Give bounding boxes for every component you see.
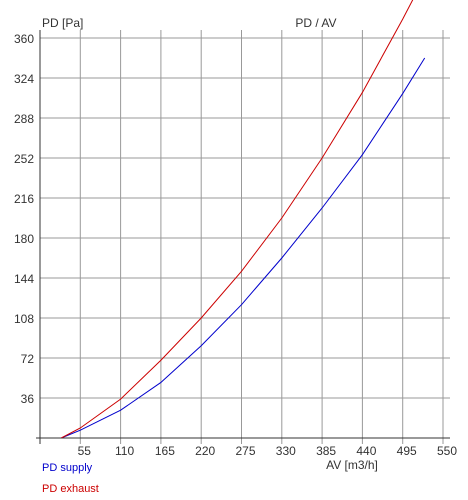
- x-tick-label: 275: [235, 444, 255, 458]
- y-tick-label: 72: [21, 352, 35, 366]
- x-tick-label: 165: [155, 444, 175, 458]
- y-tick-label: 252: [14, 152, 34, 166]
- y-tick-label: 216: [14, 192, 34, 206]
- x-tick-label: 440: [356, 444, 376, 458]
- series-line: [61, 0, 414, 438]
- y-tick-label: 108: [14, 312, 34, 326]
- chart-title: PD / AV: [295, 16, 336, 30]
- y-tick-label: 180: [14, 232, 34, 246]
- y-tick-label: 144: [14, 272, 34, 286]
- y-tick-label: 288: [14, 112, 34, 126]
- series-line: [61, 57, 426, 438]
- y-tick-label: 36: [21, 392, 35, 406]
- legend-entry: PD supply: [42, 462, 93, 474]
- x-tick-label: 220: [195, 444, 215, 458]
- x-tick-label: 385: [316, 444, 336, 458]
- x-tick-label: 550: [437, 444, 457, 458]
- legend-entry: PD exhaust: [42, 483, 99, 495]
- x-tick-label: 110: [115, 444, 134, 458]
- x-tick-label: 495: [397, 444, 417, 458]
- y-tick-label: 360: [14, 32, 34, 46]
- y-tick-label: 324: [14, 72, 34, 86]
- x-axis-label: AV [m3/h]: [326, 458, 378, 472]
- x-tick-label: 55: [78, 444, 92, 458]
- y-axis-label: PD [Pa]: [42, 16, 83, 30]
- x-tick-label: 330: [276, 444, 296, 458]
